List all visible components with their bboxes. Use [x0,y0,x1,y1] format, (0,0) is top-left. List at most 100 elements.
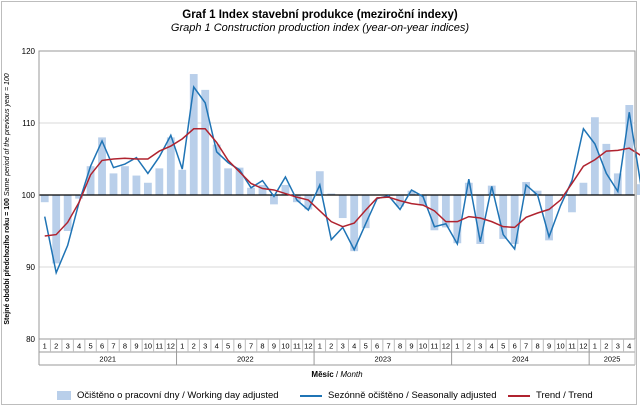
x-tick-label-year: 2021 [99,355,116,364]
y-tick-label: 120 [22,47,36,56]
y-axis-label-en: Same period of the previous year = 100 [4,73,11,196]
x-tick-label-year: 2022 [237,355,254,364]
legend-label-trend: Trend / Trend [536,390,593,401]
x-tick-label-month: 6 [100,342,104,351]
x-tick-label-month: 11 [293,342,301,351]
x-axis-label-slash: / [336,370,340,379]
working-day-bar [590,117,599,195]
x-tick-label-month: 1 [455,342,459,351]
x-tick-label-month: 4 [490,342,494,351]
x-tick-label-month: 5 [226,342,230,351]
x-tick-label-month: 7 [524,342,528,351]
x-tick-label-month: 3 [341,342,345,351]
x-tick-label-month: 1 [43,342,47,351]
x-tick-label-month: 2 [604,342,608,351]
x-tick-label-month: 4 [352,342,356,351]
legend: Očištěno o pracovní dny / Working day ad… [0,386,640,404]
working-day-bar [338,195,347,219]
x-tick-label-month: 3 [478,342,482,351]
working-day-bar [613,173,622,195]
working-day-bar [270,195,278,205]
x-tick-label-month: 2 [54,342,58,351]
working-day-bar [52,195,61,264]
working-day-bar [487,185,496,195]
working-day-bar [143,182,152,195]
x-tick-label-year: 2024 [512,355,529,364]
x-tick-label-month: 6 [375,342,379,351]
chart-subtitle: Graph 1 Construction production index (y… [170,22,470,34]
x-tick-label-month: 8 [535,342,539,351]
x-tick-label-month: 5 [88,342,92,351]
x-tick-label-month: 10 [419,342,427,351]
x-tick-label-month: 7 [386,342,390,351]
legend-swatch-seasonal [300,394,322,397]
working-day-bar [327,193,336,195]
x-tick-label-month: 3 [616,342,620,351]
x-axis-label-cz: Měsíc [311,370,334,379]
working-day-bar [258,184,267,195]
y-tick-label: 110 [22,119,35,128]
x-tick-label-month: 2 [467,342,471,351]
working-day-bar [235,167,244,195]
legend-swatch-trend [508,394,530,397]
working-day-bar [109,173,118,195]
x-tick-label-year: 2023 [375,355,392,364]
working-day-bar [63,195,72,231]
working-day-bar [75,195,84,199]
working-day-bar [155,168,164,195]
legend-swatch-bars [57,391,71,400]
legend-label-seasonal: Sezónně očištěno / Seasonally adjusted [328,390,497,401]
working-day-bar [464,182,473,195]
working-day-bar [178,169,187,195]
working-day-bar [166,137,175,195]
y-tick-label: 100 [22,191,36,200]
x-tick-label-month: 9 [409,342,413,351]
working-day-bar [304,195,313,210]
legend-label-working-day: Očištěno o pracovní dny / Working day ad… [77,390,279,401]
working-day-bar [224,168,233,195]
x-tick-label-month: 4 [627,342,631,351]
working-day-bar [568,195,576,213]
working-day-bar [510,195,519,244]
x-tick-label-month: 10 [556,342,564,351]
x-tick-label-month: 4 [77,342,81,351]
y-tick-label: 90 [26,263,35,272]
x-tick-label-month: 9 [272,342,276,351]
x-tick-label-month: 6 [513,342,517,351]
x-tick-label-month: 5 [364,342,368,351]
x-tick-label-month: 8 [260,342,264,351]
working-day-bar [636,184,640,195]
working-day-bar [212,144,221,195]
x-tick-label-month: 1 [318,342,322,351]
working-day-bar [453,195,462,244]
working-day-bar [40,195,49,203]
x-tick-label-month: 5 [501,342,505,351]
working-day-bar [579,182,588,195]
working-day-bar [98,137,106,195]
working-day-bar [407,190,416,195]
x-tick-label-month: 2 [192,342,196,351]
x-tick-label-month: 2 [329,342,333,351]
x-tick-label-year: 2025 [604,355,621,364]
x-tick-label-month: 6 [237,342,241,351]
x-tick-label-month: 12 [304,342,312,351]
y-axis-label-cz: Stejné období předchozího roku = 100 [4,198,11,325]
x-tick-label-month: 10 [281,342,289,351]
working-day-bar [189,74,198,195]
y-axis-label: Stejné období předchozího roku = 100 Sam… [4,73,11,324]
x-axis-label-en: Month [340,370,363,379]
chart-title: Graf 1 Index stavební produkce (meziročn… [182,9,458,21]
working-day-bar [441,195,450,228]
working-day-bar [281,184,290,195]
x-tick-label-month: 3 [66,342,70,351]
x-tick-label-month: 9 [547,342,551,351]
x-tick-label-month: 1 [593,342,597,351]
working-day-bar [430,195,439,231]
x-tick-label-month: 12 [579,342,587,351]
x-tick-label-month: 3 [203,342,207,351]
working-day-bar [476,195,485,244]
x-tick-label-month: 7 [111,342,115,351]
working-day-bar [625,105,634,195]
